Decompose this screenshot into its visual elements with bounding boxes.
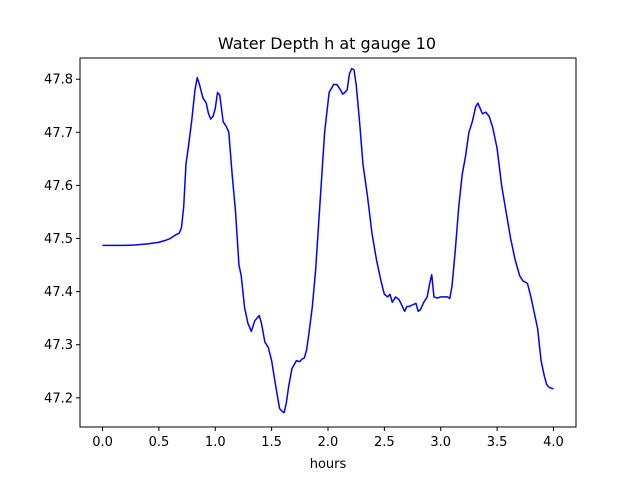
x-tick-label: 3.0 (430, 435, 451, 450)
y-tick-label: 47.7 (44, 126, 73, 141)
x-tick-label: 1.5 (261, 435, 282, 450)
chart-title: Water Depth h at gauge 10 (218, 34, 436, 53)
x-tick-label: 4.0 (543, 435, 564, 450)
x-tick-label: 0.0 (92, 435, 113, 450)
x-axis-label: hours (310, 457, 347, 472)
y-tick-label: 47.2 (44, 391, 73, 406)
y-tick-label: 47.6 (44, 179, 73, 194)
y-tick-label: 47.5 (44, 232, 73, 247)
y-tick-label: 47.3 (44, 338, 73, 353)
y-tick-label: 47.4 (44, 285, 73, 300)
x-tick-label: 3.5 (487, 435, 508, 450)
y-tick-label: 47.8 (44, 73, 73, 88)
y-axis: 47.2 47.3 47.4 47.5 47.6 47.7 47.8 (44, 73, 80, 406)
x-tick-label: 2.0 (318, 435, 339, 450)
x-tick-label: 2.5 (374, 435, 395, 450)
x-tick-label: 0.5 (149, 435, 170, 450)
x-axis: 0.0 0.5 1.0 1.5 2.0 2.5 3.0 3.5 4.0 (92, 427, 564, 450)
water-depth-series-line (102, 67, 554, 414)
x-tick-label: 1.0 (205, 435, 226, 450)
